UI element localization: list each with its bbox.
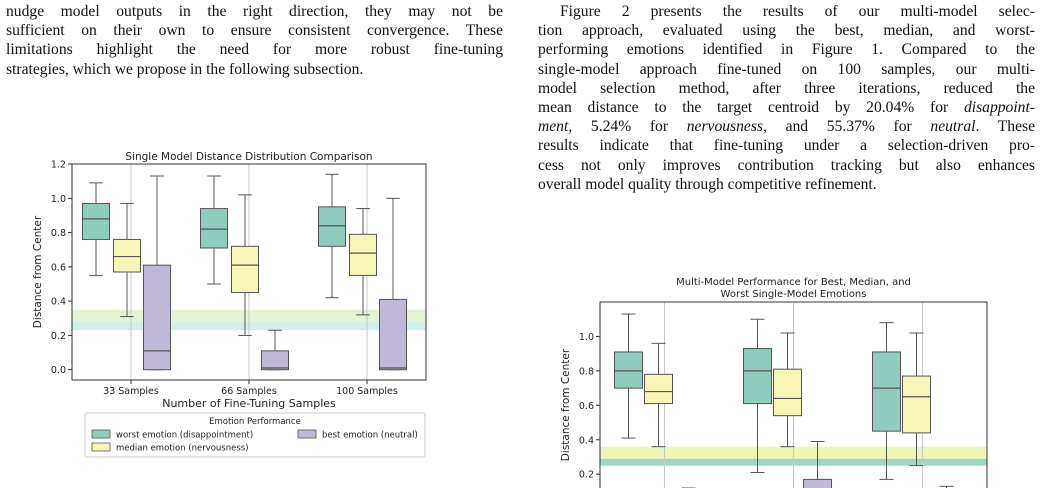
y-tick-label: 0.4 <box>51 297 66 308</box>
text-line: model selection method, after three iter… <box>538 79 1035 98</box>
best-emotion-neutral--box <box>143 264 171 371</box>
best-emotion-neutral--box <box>261 350 289 371</box>
emphasis-text: disappoint- <box>963 99 1035 117</box>
legend-label: worst emotion (disappointment) <box>116 431 253 441</box>
y-tick-label: 0.2 <box>579 470 594 481</box>
worst-box <box>614 351 643 389</box>
y-tick-label: 0.2 <box>51 331 66 342</box>
worst-box <box>743 348 772 405</box>
right-column-paragraph: Figure 2 presents the results of our mul… <box>538 2 1035 194</box>
best-emotion-neutral--box <box>379 298 407 371</box>
y-tick-label: 1.0 <box>51 194 66 205</box>
worst-box <box>872 351 901 432</box>
y-tick-label: 0.4 <box>579 435 594 446</box>
text-run: , and 55.37% for <box>762 118 931 136</box>
y-tick-label: 1.2 <box>51 160 66 171</box>
x-axis-label: Number of Fine-Tuning Samples <box>162 397 336 410</box>
text-line: performing emotions identified in Figure… <box>538 40 1035 59</box>
text-run: performing emotions identified in Figure… <box>538 41 1035 59</box>
legend-swatch <box>91 442 111 452</box>
emphasis-text: ment <box>538 118 569 136</box>
legend-label: median emotion (nervousness) <box>116 444 249 454</box>
x-tick-label: 33 Samples <box>103 386 159 397</box>
y-tick-label: 0.6 <box>51 262 66 273</box>
text-line: sufficient on their own to ensure consis… <box>6 22 503 40</box>
text-line: limitations highlight the need for more … <box>6 41 503 59</box>
emphasis-text: neutral <box>930 118 976 136</box>
text-line: mean distance to the target centroid by … <box>538 98 1035 117</box>
figure-2-multi-model-boxplot: 0.2 0.4 0.6 0.8 1.0 Multi-Model Performance f… <box>560 277 988 488</box>
text-line: strategies, which we propose in the foll… <box>6 60 364 78</box>
y-tick-label: 0.6 <box>579 401 594 412</box>
legend-title: Emotion Performance <box>209 417 301 427</box>
text-run: model selection method, after three iter… <box>538 79 1035 97</box>
x-tick-label: 100 Samples <box>336 386 398 397</box>
text-run: Figure 2 presents the results of our mul… <box>560 3 1035 20</box>
emphasis-text: nervousness <box>686 118 763 136</box>
text-line: results indicate that fine-tuning under … <box>538 136 1035 155</box>
text-run: results indicate that fine-tuning under … <box>538 137 1035 155</box>
median-box <box>773 368 802 417</box>
text-run: single-model approach fine-tuned on 100 … <box>538 60 1035 78</box>
left-column-paragraph: nudge model outputs in the right directi… <box>6 2 503 79</box>
legend-box <box>84 412 426 458</box>
chart-title: Single Model Distance Distribution Compa… <box>125 151 372 163</box>
legend-label: best emotion (neutral) <box>322 431 418 441</box>
median-emotion-nervousness--box <box>349 233 377 276</box>
text-line: nudge model outputs in the right directi… <box>6 3 503 20</box>
plot-frame <box>599 301 988 488</box>
text-run: cess not only improves contribution trac… <box>538 156 1035 174</box>
text-line: Figure 2 presents the results of our mul… <box>538 2 1035 21</box>
y-tick-label: 1.0 <box>579 332 594 343</box>
text-run: mean distance to the target centroid by … <box>538 99 964 117</box>
text-line: single-model approach fine-tuned on 100 … <box>538 60 1035 79</box>
text-run: tion approach, evaluated using the best,… <box>538 22 1035 40</box>
text-line: ment, 5.24% for nervousness, and 55.37% … <box>538 117 1035 136</box>
median-emotion-nervousness--box <box>231 245 259 294</box>
median-emotion-nervousness--box <box>113 238 141 273</box>
worst-emotion-disappointment--box <box>200 208 228 249</box>
text-run: , 5.24% for <box>568 118 687 136</box>
x-tick-label: 66 Samples <box>221 386 277 397</box>
chart-title: Multi-Model Performance for Best, Median… <box>676 277 911 288</box>
worst-emotion-disappointment--box <box>82 202 110 240</box>
text-run: . These <box>975 118 1036 136</box>
text-line: tion approach, evaluated using the best,… <box>538 21 1035 40</box>
text-line: cess not only improves contribution trac… <box>538 156 1035 175</box>
legend-swatch <box>91 429 111 439</box>
median-box <box>902 375 931 434</box>
text-line: overall model quality through competitiv… <box>538 175 1035 194</box>
chart-title-line2: Worst Single-Model Emotions <box>721 289 867 300</box>
best-box <box>803 478 832 488</box>
y-tick-label: 0.0 <box>51 365 66 376</box>
y-tick-label: 0.8 <box>51 228 66 239</box>
y-axis-label: Distance from Center <box>560 348 572 461</box>
worst-emotion-disappointment--box <box>318 206 346 247</box>
figure-1-single-model-boxplot: 0.0 0.2 0.4 0.6 0.8 1.0 1.2 33 Samples 66 Sample… <box>32 151 427 458</box>
legend-swatch <box>297 429 317 439</box>
y-tick-label: 0.8 <box>579 366 594 377</box>
median-box <box>644 373 673 405</box>
y-axis-label: Distance from Center <box>32 215 44 328</box>
text-run: overall model quality through competitiv… <box>538 175 877 193</box>
